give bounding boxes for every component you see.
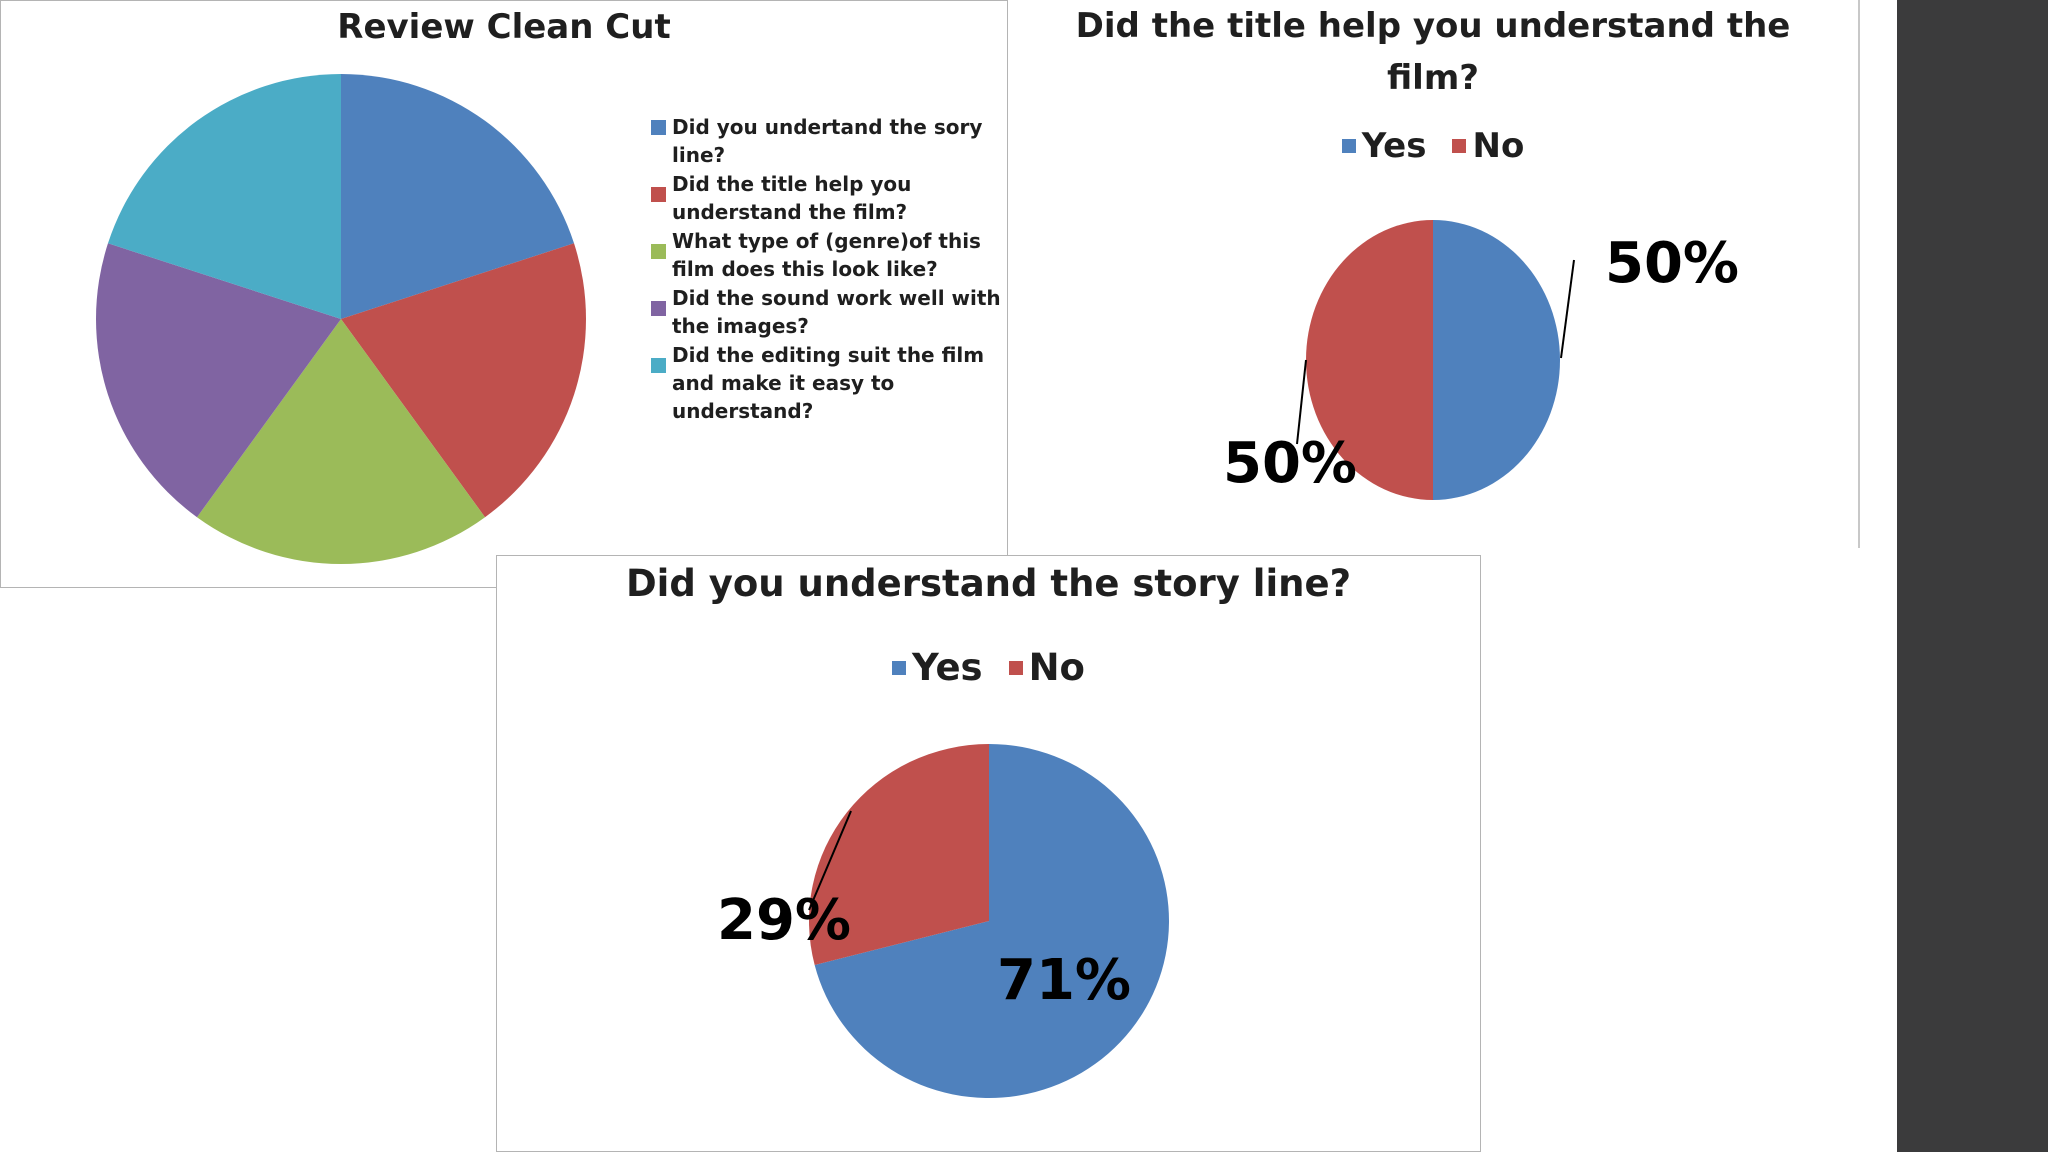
legend-swatch bbox=[651, 120, 666, 135]
slice-yes bbox=[814, 744, 1169, 1098]
story-line-pie bbox=[808, 744, 1169, 1098]
legend-swatch bbox=[1341, 139, 1356, 153]
chart-title: Did you understand the story line? bbox=[625, 562, 1352, 605]
data-label-no: 50% bbox=[1223, 431, 1358, 496]
chart-legend: Yes No bbox=[497, 646, 1480, 689]
legend-label: Yes bbox=[912, 646, 983, 689]
review-clean-cut-pie bbox=[96, 74, 586, 564]
title-understanding-chart: Did the title help you understand the fi… bbox=[1008, 0, 1860, 548]
legend-label: Did the editing suit the film and make i… bbox=[672, 343, 985, 423]
slice-story-line bbox=[341, 74, 575, 319]
legend-item: Did the editing suit the film and make i… bbox=[649, 341, 1001, 425]
chart-title: Review Clean Cut bbox=[337, 7, 671, 47]
legend-swatch bbox=[1452, 139, 1467, 153]
review-clean-cut-chart: Review Clean Cut Did you undertand the s… bbox=[0, 0, 1008, 588]
legend-item: Yes bbox=[892, 646, 983, 689]
legend-item: No bbox=[1452, 126, 1524, 166]
slice-no bbox=[1306, 220, 1433, 500]
legend-swatch bbox=[651, 301, 666, 316]
leader-line-no bbox=[808, 810, 852, 911]
slice-genre bbox=[196, 319, 486, 564]
chart-title: Did the title help you understand the fi… bbox=[1075, 6, 1791, 98]
data-label-yes: 71% bbox=[997, 948, 1132, 1013]
story-line-chart: Did you understand the story line? Yes N… bbox=[496, 555, 1481, 1152]
slice-title bbox=[341, 243, 586, 518]
chart-legend: Yes No bbox=[1008, 126, 1858, 166]
legend-swatch bbox=[651, 244, 666, 259]
legend-item: Did you undertand the sory line? bbox=[649, 113, 1001, 169]
legend-item: Yes bbox=[1341, 126, 1427, 166]
legend-item: Did the sound work well with the images? bbox=[649, 284, 1001, 340]
legend-item: Did the title help you understand the fi… bbox=[649, 170, 1001, 226]
legend-label: Yes bbox=[1361, 126, 1427, 166]
legend-label: What type of (genre)of this film does th… bbox=[672, 229, 981, 281]
title-understanding-pie bbox=[1296, 220, 1575, 500]
slice-editing bbox=[107, 74, 341, 319]
legend-label: Did the sound work well with the images? bbox=[672, 286, 1001, 338]
legend-swatch bbox=[651, 358, 666, 373]
data-label-yes: 50% bbox=[1605, 231, 1740, 296]
legend-label: Did the title help you understand the fi… bbox=[672, 172, 912, 224]
legend-item: No bbox=[1008, 646, 1085, 689]
slice-sound bbox=[96, 243, 341, 518]
slice-no bbox=[809, 744, 989, 966]
chart-legend: Did you undertand the sory line? Did the… bbox=[649, 113, 1001, 426]
legend-item: What type of (genre)of this film does th… bbox=[649, 227, 1001, 283]
legend-swatch bbox=[651, 187, 666, 202]
leader-line-no bbox=[1296, 359, 1307, 445]
leader-line-yes bbox=[1560, 259, 1575, 359]
legend-label: No bbox=[1472, 126, 1525, 166]
data-label-no: 29% bbox=[717, 888, 852, 953]
legend-swatch bbox=[1008, 660, 1023, 675]
legend-label: Did you undertand the sory line? bbox=[672, 115, 983, 167]
legend-swatch bbox=[892, 660, 907, 675]
legend-label: No bbox=[1028, 646, 1085, 689]
slice-yes bbox=[1433, 220, 1560, 500]
dark-sidebar bbox=[1897, 0, 2048, 1152]
